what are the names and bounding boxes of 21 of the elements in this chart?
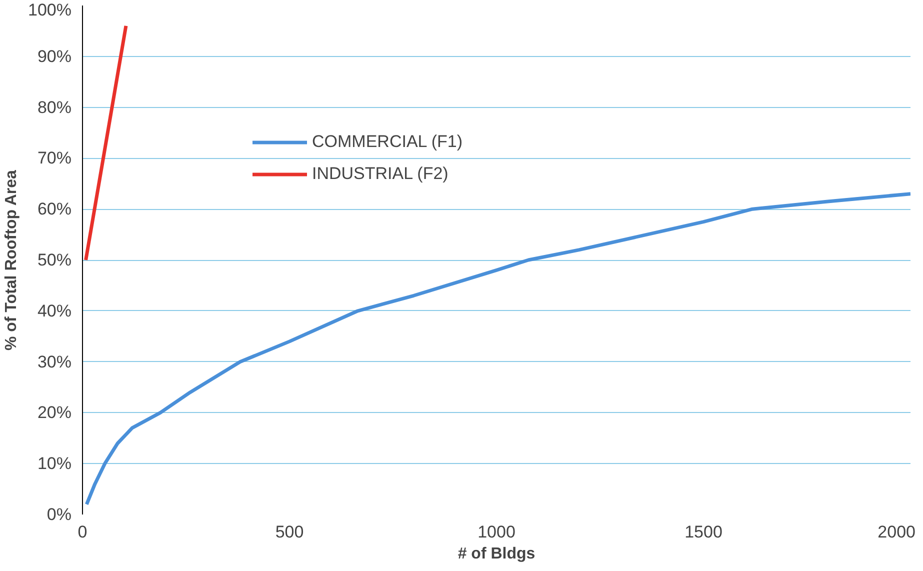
y-tick-label: 60%	[37, 200, 72, 219]
x-tick-label: 1000	[478, 522, 516, 542]
x-axis-title: # of Bldgs	[458, 546, 536, 562]
x-tick-label: 1500	[684, 522, 722, 542]
y-tick-label: 20%	[37, 403, 72, 422]
y-tick-label: 40%	[37, 301, 72, 320]
legend-label: COMMERCIAL (F1)	[312, 132, 462, 152]
y-tick-label: 80%	[37, 98, 72, 117]
y-tick-label: 0%	[46, 505, 72, 524]
y-tick-label: 70%	[37, 148, 72, 168]
y-tick-label: 50%	[37, 250, 72, 270]
x-tick-label: 500	[275, 522, 304, 542]
x-tick-label: 2000	[878, 522, 916, 542]
y-tick-label: 10%	[37, 454, 72, 474]
y-tick-label: 30%	[37, 352, 72, 372]
y-tick-label: 100%	[28, 0, 72, 20]
line-series	[84, 192, 910, 506]
y-axis-title: % of Total Rooftop Area	[3, 170, 20, 351]
x-tick-label: 0	[78, 522, 88, 542]
legend-label: INDUSTRIAL (F2)	[312, 164, 448, 184]
y-tick-label: 90%	[37, 46, 72, 66]
